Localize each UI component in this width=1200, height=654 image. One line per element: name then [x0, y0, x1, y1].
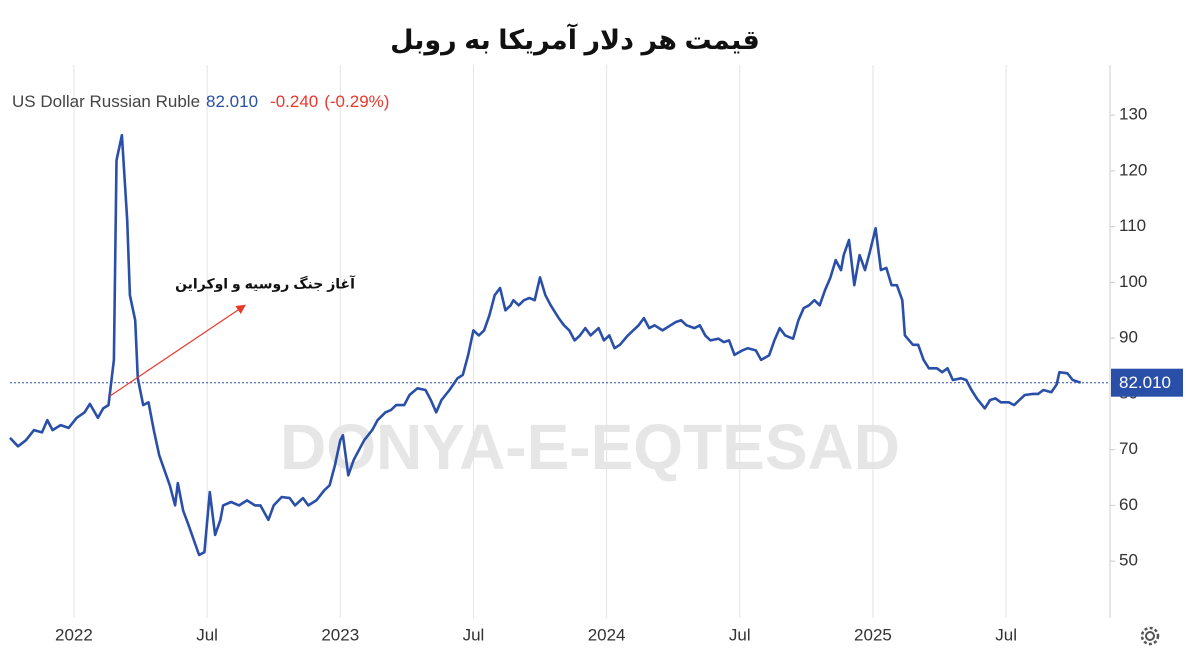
x-tick-label: 2025	[854, 625, 892, 644]
watermark: DONYA-E-EQTESAD	[280, 411, 900, 483]
price: 82.010	[206, 92, 258, 111]
y-tick-label: 120	[1119, 160, 1147, 179]
gear-hub	[1145, 631, 1155, 641]
chart-title: قیمت هر دلار آمریکا به روبل	[390, 23, 760, 56]
series-name: US Dollar Russian Ruble	[12, 92, 200, 111]
x-tick-label: Jul	[995, 625, 1017, 644]
plot	[9, 65, 1115, 618]
series-line	[9, 133, 1082, 557]
x-tick-label: 2023	[321, 625, 359, 644]
change: -0.240	[270, 92, 318, 111]
settings-icon[interactable]	[1140, 626, 1160, 646]
y-tick-label: 90	[1119, 328, 1138, 347]
x-tick-label: 2022	[55, 625, 93, 644]
annotation: آغاز جنگ روسیه و اوکراین	[175, 275, 356, 293]
y-tick-label: 70	[1119, 439, 1138, 458]
x-tick-label: Jul	[463, 625, 485, 644]
y-tick-label: 110	[1119, 216, 1146, 235]
change-percent: (-0.29%)	[324, 92, 389, 111]
x-tick-label: Jul	[196, 625, 218, 644]
price-label: 82.010	[1119, 373, 1171, 392]
x-tick-label: 2024	[588, 625, 626, 644]
x-tick-label: Jul	[729, 625, 751, 644]
header: US Dollar Russian Ruble 82.010 -0.240 (-0.2…	[12, 92, 389, 111]
annotation-arrow	[109, 304, 246, 397]
y-tick-label: 50	[1119, 551, 1138, 570]
y-tick-label: 130	[1119, 105, 1147, 124]
price-box	[1111, 368, 1183, 397]
y-tick-label: 100	[1119, 272, 1147, 291]
y-tick-label: 60	[1119, 495, 1138, 514]
gear-teeth	[1140, 626, 1160, 646]
